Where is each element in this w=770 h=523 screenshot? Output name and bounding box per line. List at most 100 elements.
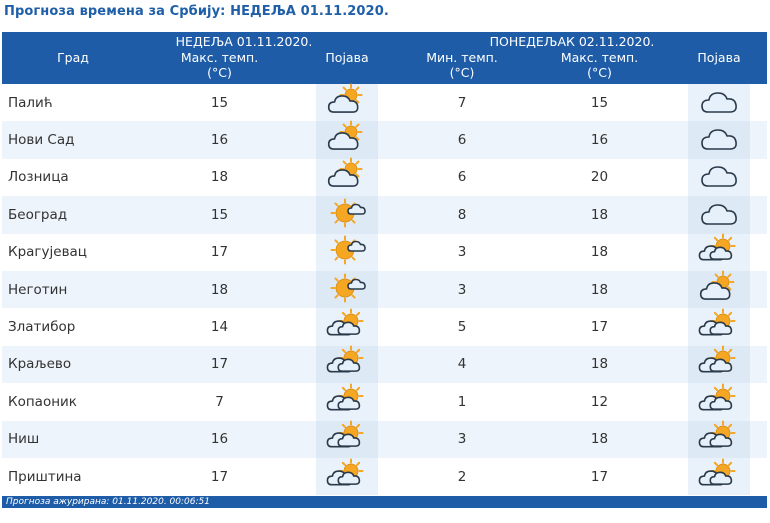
day2-max-temp: 18 (590, 356, 609, 373)
city-name: Краљево (8, 356, 72, 373)
day2-weather-cell (688, 457, 750, 496)
partly-cloudy-icon (327, 120, 363, 150)
mostly-sunny-icon (327, 198, 367, 232)
day2-max-temp: 17 (590, 468, 609, 485)
day2-min-temp: 3 (457, 431, 467, 448)
day2-min-temp: 1 (457, 393, 467, 410)
sun-behind-clouds-icon (698, 458, 736, 486)
header-day2: ПОНЕДЕЉАК 02.11.2020. (489, 34, 655, 49)
partly-cloudy-icon (327, 157, 367, 194)
cloud-icon (701, 129, 737, 150)
table-header: НЕДЕЉА 01.11.2020. ПОНЕДЕЉАК 02.11.2020.… (2, 32, 767, 84)
cloud-icon (699, 198, 739, 232)
city-name: Београд (8, 206, 68, 223)
day1-weather-cell (316, 457, 378, 496)
day2-min-temp: 2 (457, 468, 467, 485)
day1-weather-cell (316, 196, 378, 234)
day1-max-temp: 18 (210, 169, 229, 186)
day2-min-temp: 4 (457, 356, 467, 373)
sun-behind-clouds-icon (698, 420, 736, 448)
day2-max-temp: 18 (590, 431, 609, 448)
header-day1: НЕДЕЉА 01.11.2020. (175, 34, 313, 49)
day2-weather-cell (688, 420, 750, 458)
mostly-sunny-icon (327, 273, 367, 307)
table-row: Приштина 17 2 17 (2, 457, 767, 496)
city-name: Приштина (8, 468, 82, 485)
city-name: Копаоник (8, 393, 77, 410)
sun-behind-clouds-icon (326, 383, 367, 419)
table-row: Нови Сад 16 6 16 (2, 120, 767, 159)
mostly-sunny-icon (330, 198, 366, 228)
day1-max-temp: 14 (210, 319, 229, 336)
city-name: Ниш (8, 431, 40, 448)
day1-weather-cell (316, 83, 378, 122)
table-row: Краљево 17 4 18 (2, 345, 767, 384)
header-day1-phenomenon: Појава (325, 50, 369, 65)
day1-max-temp: 16 (210, 431, 229, 448)
day2-max-temp: 18 (590, 206, 609, 223)
city-name: Златибор (8, 319, 76, 336)
day2-max-temp: 15 (590, 94, 609, 111)
day2-weather-cell (688, 196, 750, 234)
sun-behind-clouds-icon (326, 420, 367, 456)
sun-behind-clouds-icon (326, 345, 364, 373)
day1-weather-cell (316, 308, 378, 346)
day2-weather-cell (688, 308, 750, 346)
day2-max-temp: 18 (590, 281, 609, 298)
table-row: Лозница 18 6 20 (2, 157, 767, 197)
day1-max-temp: 15 (210, 94, 229, 111)
day1-max-temp: 17 (210, 244, 229, 261)
header-day2-phenomenon: Појава (697, 50, 741, 65)
day2-weather-cell (688, 345, 750, 384)
cloud-icon (699, 123, 739, 157)
day1-max-temp: 18 (210, 281, 229, 298)
day1-weather-cell (316, 157, 378, 197)
sun-behind-clouds-icon (698, 345, 736, 373)
cloud-icon (701, 91, 737, 113)
partly-cloudy-icon (327, 120, 367, 157)
day1-max-temp: 15 (210, 206, 229, 223)
day1-weather-cell (316, 120, 378, 159)
footer-updated: Прогноза ажурирана: 01.11.2020. 00:06:51 (2, 496, 767, 509)
day1-weather-cell (316, 345, 378, 384)
header-day1-max: Макс. темп. (°C) (157, 50, 282, 80)
day2-weather-cell (688, 270, 750, 309)
day2-weather-cell (688, 383, 750, 421)
header-day2-min-unit: (°C) (449, 65, 475, 80)
header-day2-min: Мин. темп. (°C) (402, 50, 522, 80)
sun-behind-clouds-icon (698, 420, 739, 456)
day2-max-temp: 17 (590, 319, 609, 336)
sun-behind-clouds-icon (326, 383, 364, 411)
cloud-icon (699, 86, 739, 120)
sun-behind-clouds-icon (326, 308, 364, 336)
day1-max-temp: 7 (215, 393, 224, 410)
city-name: Палић (8, 94, 53, 111)
partly-cloudy-icon (327, 83, 363, 113)
day1-weather-cell (316, 233, 378, 271)
header-city: Град (57, 50, 89, 65)
sun-behind-clouds-icon (698, 233, 736, 261)
day2-min-temp: 6 (457, 132, 467, 149)
sun-behind-clouds-icon (326, 458, 364, 486)
day2-min-temp: 8 (457, 206, 467, 223)
header-day1-max-unit: (°C) (207, 65, 232, 80)
day2-weather-cell (688, 121, 750, 159)
sun-behind-clouds-icon (698, 233, 739, 269)
day2-weather-cell (688, 84, 750, 122)
table-row: Ниш 16 3 18 (2, 420, 767, 458)
day2-min-temp: 5 (457, 319, 467, 336)
table-row: Неготин 18 3 18 (2, 270, 767, 309)
partly-cloudy-icon (699, 270, 739, 307)
table-row: Палић 15 7 15 (2, 83, 767, 122)
header-day2-min-label: Мин. темп. (426, 50, 498, 65)
sun-behind-clouds-icon (698, 308, 739, 344)
header-day2-max-label: Макс. темп. (560, 50, 639, 65)
day2-max-temp: 12 (590, 393, 609, 410)
sun-behind-clouds-icon (698, 308, 736, 336)
partly-cloudy-icon (327, 157, 363, 188)
table-row: Златибор 14 5 17 (2, 308, 767, 346)
sun-behind-clouds-icon (698, 345, 739, 381)
city-name: Неготин (8, 281, 68, 298)
sun-behind-clouds-icon (698, 383, 736, 411)
day2-max-temp: 16 (590, 132, 609, 149)
